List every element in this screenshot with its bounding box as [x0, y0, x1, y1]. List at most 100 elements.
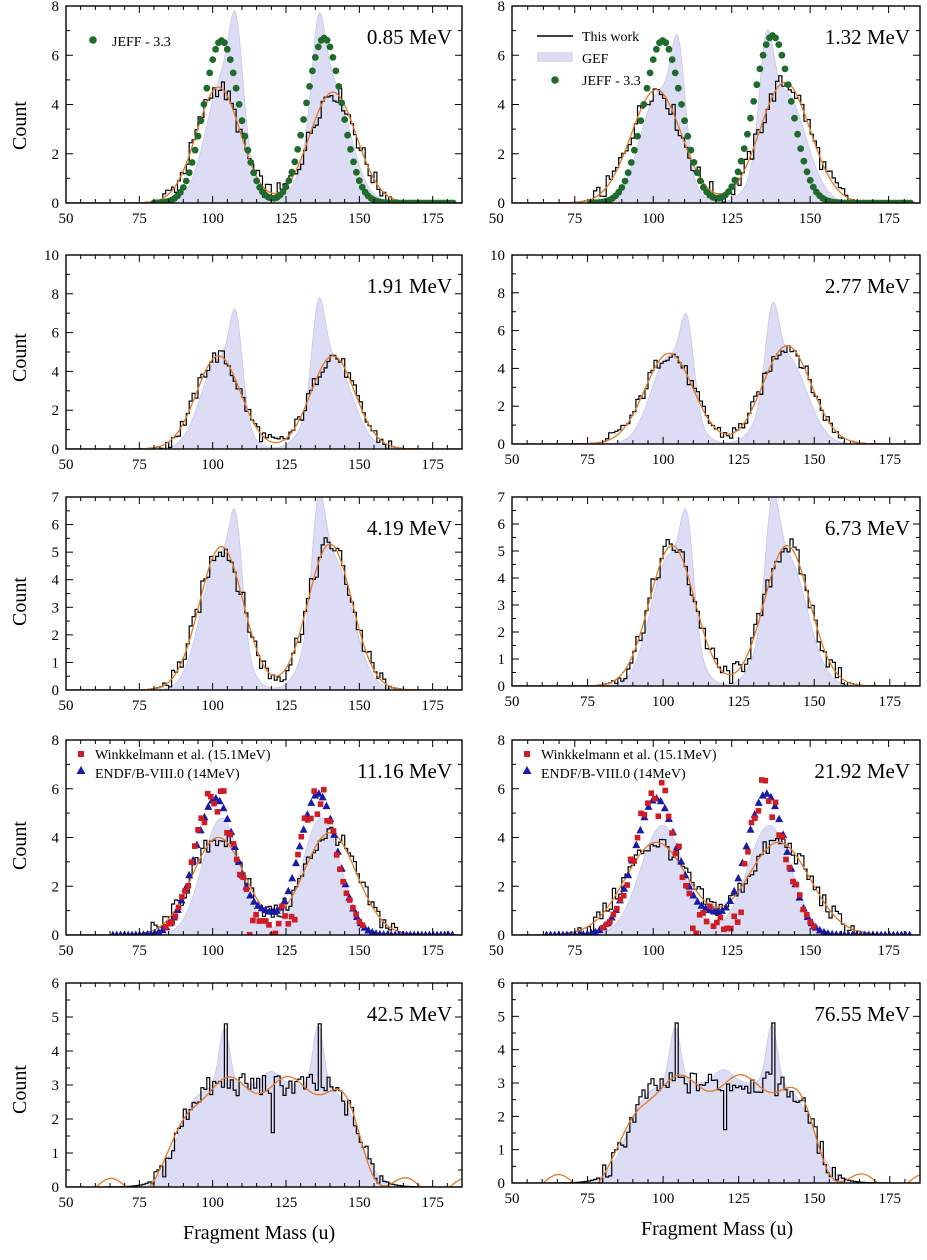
x-tick-label: 125: [275, 457, 298, 473]
jeff-point: [725, 188, 732, 196]
x-tick-label: 175: [421, 1195, 444, 1211]
winkelmann-point: [266, 922, 272, 928]
winkelmann-point: [738, 909, 744, 916]
winkelmann-point: [707, 903, 713, 910]
jeff-point: [291, 158, 299, 166]
y-tick-label: 1: [52, 655, 60, 671]
endf-point: [133, 930, 139, 935]
legend-winkelmann-label: Winkkelmann et al. (15.1MeV): [95, 748, 271, 763]
x-tick-label: 150: [348, 943, 371, 959]
jeff-point: [734, 168, 742, 176]
endf-point: [211, 794, 220, 802]
panel-energy-title: 21.92 MeV: [814, 759, 910, 783]
endf-point: [377, 929, 383, 935]
winkelmann-point: [648, 790, 655, 796]
winkelmann-point: [185, 882, 192, 889]
endf-point: [400, 930, 406, 935]
x-tick-label: 175: [879, 452, 902, 468]
panel-energy-title: 1.32 MeV: [825, 25, 910, 49]
plot-area: [66, 1023, 462, 1187]
jeff-point: [756, 65, 764, 73]
endf-point: [411, 930, 417, 935]
x-tick-label: 50: [59, 943, 74, 959]
jeff-point: [649, 56, 657, 63]
jeff-point: [449, 199, 457, 203]
winkelmann-point: [192, 843, 198, 849]
jeff-point: [179, 184, 187, 191]
x-tick-label: 75: [567, 943, 582, 959]
endf-point: [396, 930, 402, 935]
panel-2: 50 75 100 125 150 175 0 2 4 6 8 10 1.91 MeV: [44, 248, 463, 473]
y-tick-label: 0: [52, 442, 60, 458]
winkelmann-point: [620, 892, 627, 899]
jeff-point: [203, 84, 211, 92]
x-tick-label: 50: [59, 698, 74, 714]
winkelmann-point: [610, 911, 617, 918]
endf-point: [311, 791, 320, 799]
x-tick-label: 100: [201, 457, 224, 473]
endf-point: [307, 798, 316, 806]
y-tick-label: 4: [498, 98, 506, 114]
endf-point: [624, 870, 633, 879]
endf-point: [140, 930, 146, 935]
jeff-point: [646, 69, 654, 77]
jeff-point: [238, 117, 246, 125]
y-tick-label: 6: [498, 782, 506, 798]
jeff-point: [221, 39, 228, 47]
endf-point: [576, 930, 582, 935]
panel-7: 50 75 100 125 150 175 0 2 4 6 8 21.92 MeV Winkkelman…: [489, 733, 921, 959]
endf-point: [746, 825, 755, 833]
winkelmann-point: [810, 923, 817, 930]
x-tick-label: 175: [879, 694, 902, 710]
y-tick-label: 1: [498, 652, 506, 668]
jeff-point: [791, 114, 798, 122]
winkelmann-point: [224, 830, 230, 836]
jeff-point: [185, 169, 193, 177]
winkelmann-point: [214, 809, 221, 815]
jeff-point: [223, 45, 231, 53]
winkelmann-point: [317, 801, 324, 807]
y-tick-label: 2: [498, 879, 506, 895]
y-tick-label: 3: [498, 598, 506, 614]
jeff-point: [674, 84, 682, 92]
y-tick-label: 8: [498, 0, 506, 15]
y-tick-label: 4: [498, 831, 506, 847]
jeff-point: [335, 83, 343, 90]
y-tick-label: 0: [52, 196, 60, 212]
y-tick-label: 2: [52, 1112, 60, 1128]
y-tick-label: 6: [498, 48, 506, 64]
x-tick-label: 50: [505, 452, 520, 468]
winkelmann-point: [295, 851, 301, 858]
winkelmann-point: [321, 786, 327, 793]
winkelmann-point: [233, 856, 240, 863]
endf-point: [288, 873, 297, 882]
endf-point: [110, 930, 116, 935]
endf-point: [404, 930, 409, 935]
jeff-point: [778, 51, 786, 59]
smoothed-curve: [512, 345, 920, 444]
jeff-point: [309, 67, 316, 75]
winkelmann-point: [748, 819, 755, 826]
jeff-point: [759, 51, 767, 59]
endf-point: [890, 930, 896, 935]
winkelmann-point: [298, 833, 305, 840]
winkelmann-point: [645, 800, 651, 806]
jeff-point: [681, 117, 688, 125]
winkelmann-point: [221, 788, 227, 794]
endf-point: [656, 796, 665, 805]
panel-5: 50 75 100 125 150 175 0 1 2 3 4 5 6 7 6.73 MeV: [498, 490, 921, 710]
y-tick-label: 6: [498, 324, 506, 340]
jeff-point: [311, 54, 319, 61]
winkelmann-point: [772, 799, 779, 806]
y-tick-label: 6: [52, 48, 60, 64]
y-tick-label: 4: [498, 361, 506, 377]
jeff-point: [627, 159, 635, 166]
panel-0: 50 75 100 125 150 175 0 2 4 6 8 0.85 MeV JEFF - 3.3: [52, 0, 463, 227]
endf-point: [114, 930, 120, 935]
endf-point: [878, 930, 884, 935]
jeff-point: [728, 183, 736, 191]
endf-point: [118, 930, 123, 935]
endf-point: [580, 929, 586, 935]
winkelmann-point: [624, 882, 630, 888]
gef-area: [512, 301, 920, 444]
